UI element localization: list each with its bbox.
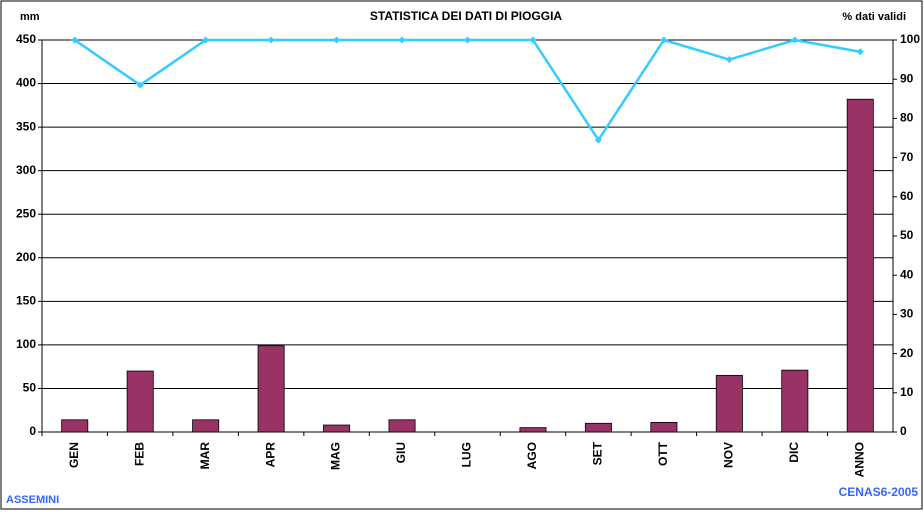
x-tick-label: APR <box>263 442 277 468</box>
footer-left: ASSEMINI <box>6 494 59 506</box>
line-marker <box>136 81 144 89</box>
line-marker <box>71 36 79 44</box>
x-tick-label: LUG <box>460 442 474 467</box>
y2-tick-label: 80 <box>900 111 914 125</box>
y-tick-label: 450 <box>16 32 36 46</box>
bar <box>192 419 220 433</box>
y2-tick-label: 40 <box>900 267 914 281</box>
x-tick-label: NOV <box>722 442 736 468</box>
line-marker <box>856 48 864 56</box>
y2-tick-label: 60 <box>900 189 914 203</box>
y-tick-label: 250 <box>16 206 36 220</box>
bar <box>257 345 285 433</box>
x-tick-label: OTT <box>656 441 670 466</box>
line-marker <box>791 36 799 44</box>
x-tick-label: SET <box>591 441 605 465</box>
bar <box>388 419 416 433</box>
y2-tick-label: 50 <box>900 228 914 242</box>
y-tick-label: 200 <box>16 250 36 264</box>
y-tick-label: 150 <box>16 294 36 308</box>
footer-right: CENAS6-2005 <box>839 485 919 499</box>
x-tick-label: MAR <box>198 442 212 470</box>
bar <box>650 422 678 433</box>
line-marker <box>529 36 537 44</box>
line-marker <box>333 36 341 44</box>
bar <box>61 419 89 433</box>
y-tick-label: 400 <box>16 76 36 90</box>
bar <box>323 424 351 433</box>
bar <box>584 422 612 433</box>
bar <box>126 370 154 433</box>
y-tick-label: 50 <box>23 381 37 395</box>
line-marker <box>267 36 275 44</box>
line-marker <box>398 36 406 44</box>
x-tick-label: MAG <box>329 442 343 470</box>
y-tick-label: 100 <box>16 337 36 351</box>
bar <box>846 98 874 433</box>
x-tick-label: DIC <box>787 442 801 463</box>
line-marker <box>725 56 733 64</box>
y-axis-label: mm <box>20 11 40 23</box>
x-tick-label: AGO <box>525 442 539 469</box>
y2-tick-label: 90 <box>900 71 914 85</box>
y2-tick-label: 70 <box>900 150 914 164</box>
x-tick-label: GIU <box>394 442 408 463</box>
bar <box>715 374 743 433</box>
y2-axis-label: % dati validi <box>842 11 906 23</box>
y2-tick-label: 30 <box>900 307 914 321</box>
line-marker <box>202 36 210 44</box>
bar <box>519 427 547 433</box>
chart-title: STATISTICA DEI DATI DI PIOGGIA <box>370 9 563 23</box>
y-tick-label: 0 <box>29 424 36 438</box>
line-marker <box>464 36 471 44</box>
y2-tick-label: 20 <box>900 346 914 360</box>
x-tick-label: GEN <box>67 442 81 468</box>
line-marker <box>594 136 602 144</box>
y2-tick-label: 0 <box>900 424 907 438</box>
bar <box>781 369 809 433</box>
y-tick-label: 300 <box>16 163 36 177</box>
y-tick-label: 350 <box>16 119 36 133</box>
y2-tick-label: 100 <box>900 32 920 46</box>
line-marker <box>660 36 668 44</box>
y2-tick-label: 10 <box>900 385 914 399</box>
x-tick-label: FEB <box>132 442 146 466</box>
x-tick-label: ANNO <box>852 442 866 477</box>
